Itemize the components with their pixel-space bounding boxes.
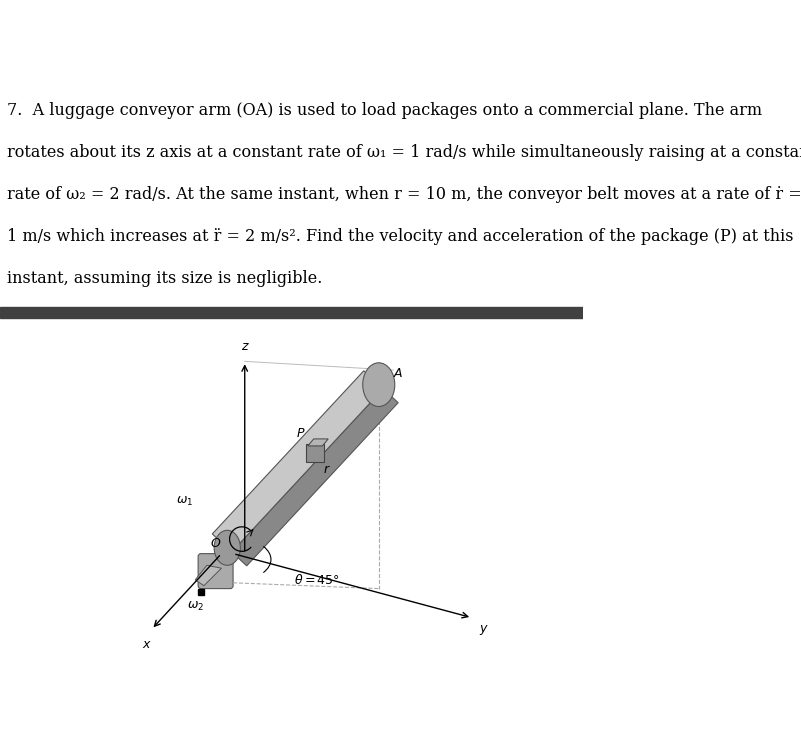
Polygon shape — [308, 439, 328, 446]
Text: instant, assuming its size is negligible.: instant, assuming its size is negligible… — [7, 270, 322, 287]
Text: 7.  A luggage conveyor arm (OA) is used to load packages onto a commercial plane: 7. A luggage conveyor arm (OA) is used t… — [7, 102, 762, 119]
Ellipse shape — [214, 530, 240, 565]
Ellipse shape — [363, 363, 395, 407]
Bar — [0, 307, 582, 318]
Text: rate of ω₂ = 2 rad/s. At the same instant, when r = 10 m, the conveyor belt move: rate of ω₂ = 2 rad/s. At the same instan… — [7, 186, 801, 203]
FancyBboxPatch shape — [306, 444, 324, 463]
Text: x: x — [142, 638, 149, 651]
Text: P: P — [297, 427, 304, 440]
Text: y: y — [479, 622, 486, 636]
Text: O: O — [211, 536, 220, 550]
Polygon shape — [212, 371, 383, 552]
Text: z: z — [241, 339, 248, 353]
Text: A: A — [393, 367, 402, 380]
Text: $\omega_1$: $\omega_1$ — [176, 495, 194, 508]
FancyBboxPatch shape — [198, 554, 233, 589]
Text: r: r — [324, 463, 329, 476]
Text: $\theta = 45°$: $\theta = 45°$ — [294, 573, 340, 587]
Polygon shape — [231, 389, 398, 566]
Text: $\omega_2$: $\omega_2$ — [187, 601, 203, 613]
Text: 1 m/s which increases at r̈ = 2 m/s². Find the velocity and acceleration of the : 1 m/s which increases at r̈ = 2 m/s². Fi… — [7, 228, 794, 245]
Polygon shape — [195, 565, 221, 586]
Text: rotates about its z axis at a constant rate of ω₁ = 1 rad/s while simultaneously: rotates about its z axis at a constant r… — [7, 144, 801, 161]
